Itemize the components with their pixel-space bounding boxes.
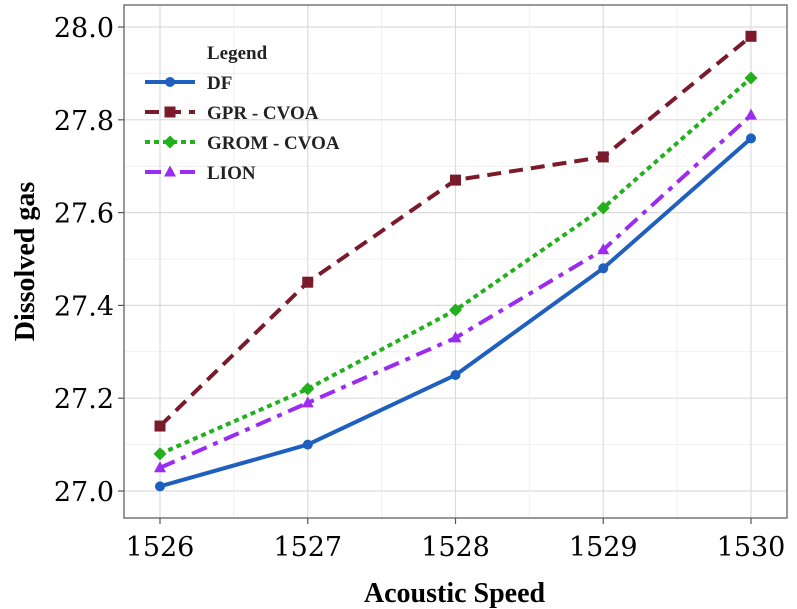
series-lion (154, 108, 757, 473)
y-axis-ticks: 27.0 27.2 27.4 27.6 27.8 28.0 (54, 13, 124, 508)
x-axis-title: Acoustic Speed (364, 578, 546, 609)
data-point (301, 396, 314, 408)
data-point (302, 276, 314, 288)
data-point (449, 331, 462, 343)
x-tick-label: 1527 (273, 532, 342, 563)
series-grom-cvoa (153, 71, 758, 461)
data-point (155, 481, 165, 492)
legend-marker (164, 165, 176, 177)
grid (124, 5, 787, 518)
y-tick-label: 27.0 (54, 477, 114, 508)
legend-label: DF (207, 73, 232, 94)
x-axis-ticks: 1526 1527 1528 1529 1530 (126, 518, 786, 563)
data-point (597, 151, 609, 163)
series-layer (153, 30, 758, 492)
legend-marker (164, 106, 176, 118)
y-tick-label: 28.0 (54, 13, 114, 44)
x-tick-label: 1530 (717, 532, 786, 563)
data-point (154, 420, 166, 432)
data-point (450, 370, 461, 380)
data-point (301, 382, 315, 396)
legend-label: LION (207, 163, 256, 184)
legend-label: GPR - CVOA (207, 103, 319, 124)
x-tick-label: 1526 (126, 532, 195, 563)
data-point (596, 201, 610, 215)
legend-title: Legend (207, 43, 268, 64)
legend-item: GROM - CVOA (145, 133, 340, 154)
legend-marker (163, 135, 177, 149)
y-tick-label: 27.8 (54, 106, 114, 137)
data-point (450, 174, 461, 186)
legend-item: LION (145, 163, 256, 184)
data-point (153, 447, 167, 461)
legend-label: GROM - CVOA (207, 133, 340, 154)
data-point (597, 243, 610, 255)
legend: Legend DF GPR - CVOA GROM - CVOA LION (145, 43, 340, 184)
data-point (449, 303, 462, 317)
x-tick-label: 1528 (421, 532, 490, 563)
legend-item: GPR - CVOA (145, 103, 319, 124)
y-axis-title: Dissolved gas (10, 182, 41, 342)
y-tick-label: 27.2 (54, 384, 114, 415)
y-tick-label: 27.6 (54, 199, 114, 230)
x-tick-label: 1529 (569, 532, 638, 563)
data-point (745, 108, 757, 120)
series-gpr-cvoa (154, 30, 757, 432)
data-point (744, 71, 758, 85)
data-point (302, 439, 313, 450)
data-point (598, 263, 609, 274)
y-tick-label: 27.4 (54, 291, 114, 322)
legend-marker (165, 77, 175, 87)
data-point (745, 30, 757, 42)
data-point (746, 133, 756, 144)
legend-item: DF (145, 73, 232, 94)
series-df (155, 133, 756, 492)
data-point (154, 461, 166, 473)
